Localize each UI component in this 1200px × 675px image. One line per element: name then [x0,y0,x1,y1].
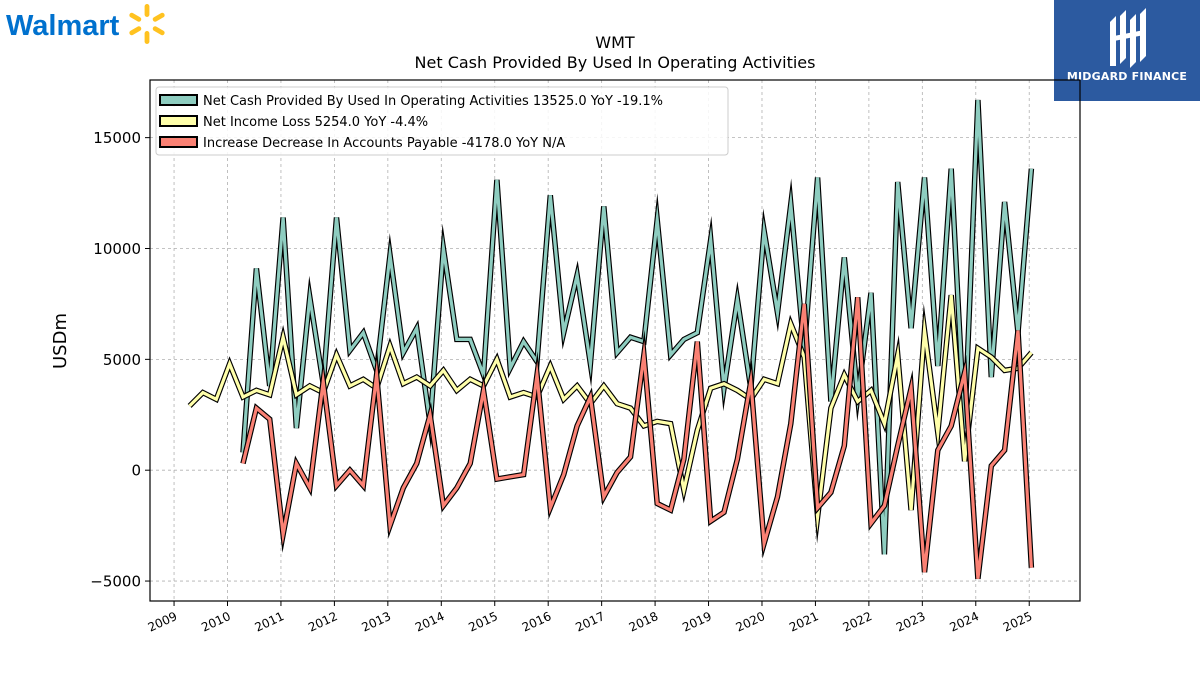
x-tick-label: 2011 [253,609,287,635]
y-tick-label: 15000 [93,129,141,147]
x-tick-label: 2017 [573,609,607,635]
x-tick-label: 2019 [680,609,714,635]
x-tick-label: 2022 [841,609,875,635]
y-tick-label: −5000 [90,573,141,591]
legend: Net Cash Provided By Used In Operating A… [155,86,729,156]
midgard-finance-wordmark: MIDGARD FINANCE [1066,70,1188,83]
x-tick-label: 2025 [1001,609,1035,635]
series-2 [240,297,1035,580]
y-tick-label: 10000 [93,240,141,258]
legend-label: Increase Decrease In Accounts Payable -4… [203,136,565,151]
legend-label: Net Cash Provided By Used In Operating A… [203,94,663,109]
x-tick-label: 2020 [734,609,768,635]
series-line [241,297,1033,579]
walmart-logo: Walmart [6,4,165,44]
plot-frame [149,79,1081,602]
y-tick-label: 0 [131,462,141,480]
x-tick-label: 2021 [787,609,821,635]
x-tick-label: 2015 [466,609,500,635]
series-layer [187,99,1035,580]
x-tick-label: 2016 [520,609,554,635]
series-0 [240,99,1035,555]
walmart-wordmark: Walmart [6,10,120,42]
series-line [241,99,1033,555]
legend-swatch [159,115,198,127]
walmart-spark-icon [129,4,165,44]
y-axis-label: USDm [50,313,71,369]
x-tick-label: 2012 [306,609,340,635]
x-tick-label: 2013 [360,609,394,635]
x-tick-label: 2014 [413,609,447,635]
chart-title: WMT [595,33,635,52]
series-1 [187,294,1034,544]
legend-label: Net Income Loss 5254.0 YoY -4.4% [203,115,428,130]
midgard-emblem-icon [1110,8,1146,68]
x-tick-label: 2009 [146,609,180,635]
x-tick-label: 2024 [947,609,981,635]
x-axis: 2009 2010 2011 2012 2013 2014 2015 2016 2017 2018… [146,601,1035,635]
legend-swatch [159,136,198,148]
chart-subtitle: Net Cash Provided By Used In Operating A… [415,53,816,72]
legend-box [155,86,729,156]
x-tick-label: 2010 [199,609,233,635]
x-tick-label: 2018 [627,609,661,635]
y-axis: −5000 0 5000 10000 15000 [90,129,150,591]
x-tick-label: 2023 [894,609,928,635]
midgard-finance-logo: MIDGARD FINANCE [1054,0,1200,101]
legend-swatch [159,94,198,106]
series-line [188,294,1033,533]
y-tick-label: 5000 [103,351,141,369]
